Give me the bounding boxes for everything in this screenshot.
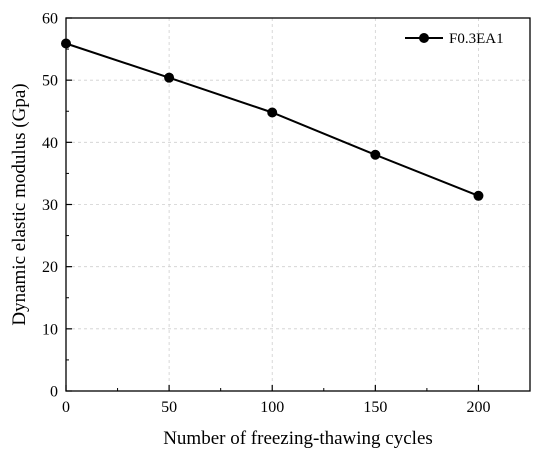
- data-point: [473, 190, 484, 201]
- y-tick-label: 20: [42, 259, 58, 276]
- plot-frame: [65, 17, 531, 392]
- data-point: [164, 72, 175, 83]
- x-tick-label: 50: [161, 399, 177, 416]
- legend-label: F0.3EA1: [449, 31, 504, 47]
- x-axis-title: Number of freezing-thawing cycles: [163, 428, 433, 449]
- y-tick-label: 40: [42, 135, 58, 152]
- data-point: [370, 149, 381, 160]
- axis-ticks: [65, 17, 480, 392]
- y-tick-label: 10: [42, 321, 58, 338]
- x-tick-label: 0: [62, 399, 70, 416]
- y-tick-label: 50: [42, 73, 58, 90]
- x-tick-label: 150: [363, 399, 387, 416]
- legend-marker: [419, 33, 429, 43]
- y-tick-label: 30: [42, 197, 58, 214]
- grid-lines: [66, 18, 530, 391]
- x-tick-label: 100: [260, 399, 284, 416]
- data-point: [267, 107, 278, 118]
- tick-labels: 0 50 100 150 200 0 10 20 30 40 50 60: [42, 11, 490, 417]
- legend: F0.3EA1: [405, 31, 504, 47]
- x-tick-label: 200: [466, 399, 490, 416]
- y-axis-title: Dynamic elastic modulus (Gpa): [9, 83, 30, 325]
- y-tick-label: 60: [42, 11, 58, 28]
- y-tick-label: 0: [50, 384, 58, 401]
